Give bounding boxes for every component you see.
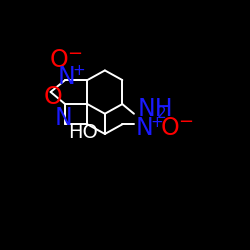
Text: 2: 2 bbox=[157, 106, 167, 121]
Text: HO: HO bbox=[68, 122, 98, 142]
Text: N: N bbox=[58, 65, 75, 89]
Text: NH: NH bbox=[138, 97, 173, 121]
Text: O: O bbox=[44, 86, 62, 110]
Text: −: − bbox=[178, 113, 193, 131]
Text: −: − bbox=[67, 45, 82, 63]
Text: O: O bbox=[50, 48, 68, 72]
Text: N: N bbox=[136, 116, 154, 140]
Text: N: N bbox=[54, 106, 72, 130]
Text: O: O bbox=[161, 116, 180, 140]
Text: +: + bbox=[72, 63, 85, 78]
Text: +: + bbox=[150, 115, 163, 130]
